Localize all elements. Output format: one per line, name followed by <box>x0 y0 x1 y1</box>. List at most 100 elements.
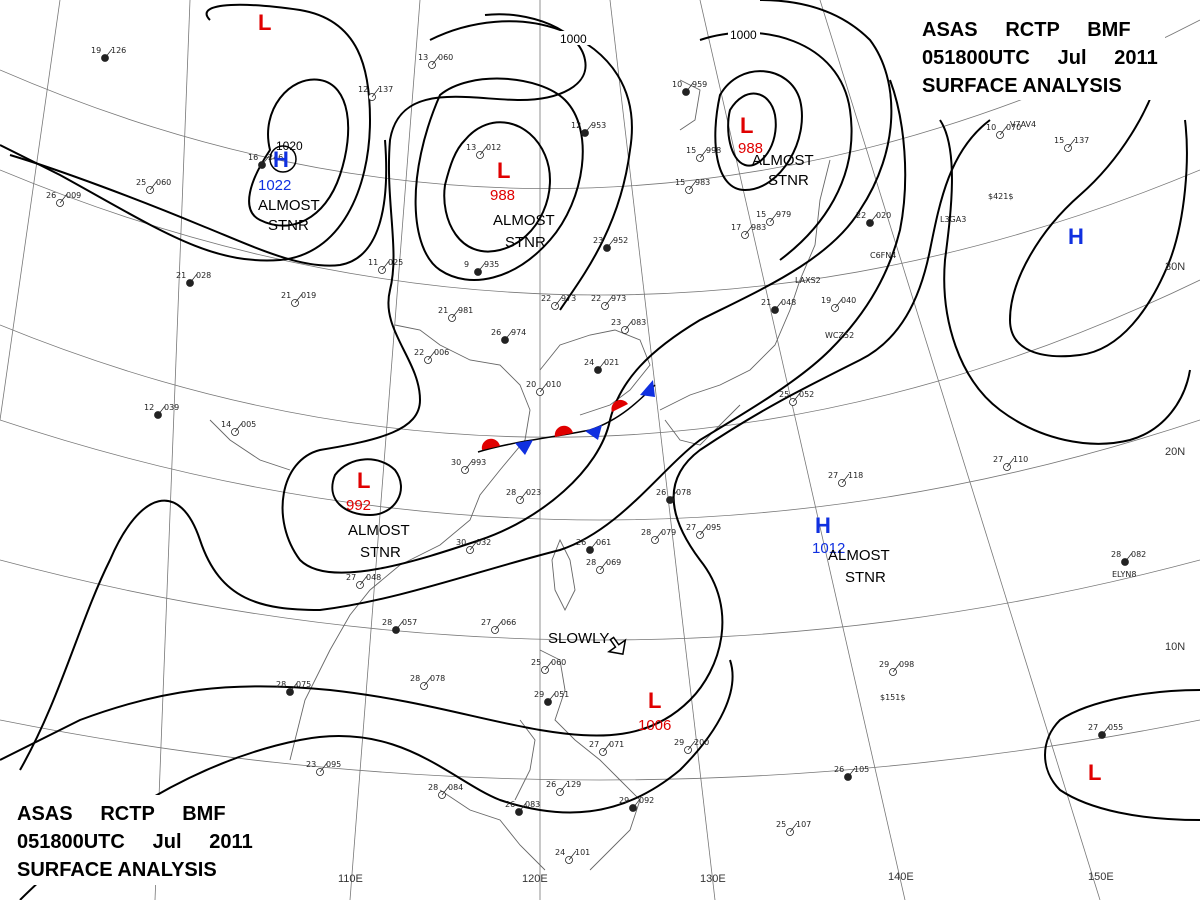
station-temperature: 28 <box>506 488 516 497</box>
station-pressure: 973 <box>561 294 576 303</box>
station-pressure: 048 <box>781 298 796 307</box>
isobar-label: 1000 <box>730 28 757 42</box>
cold-front-barb <box>515 440 533 455</box>
wind-barb-icon <box>688 180 697 191</box>
station-plot: 28 023 <box>506 488 541 504</box>
station-temperature: 15 <box>1054 136 1064 145</box>
station-pressure: 083 <box>525 800 540 809</box>
wind-barb-icon <box>544 660 553 671</box>
station-plot: 24 101 <box>555 848 590 864</box>
system-pressure: 1012 <box>812 540 845 557</box>
wind-barb-icon <box>559 782 568 793</box>
cold-front-barb <box>585 425 602 440</box>
station-temperature: 28 <box>641 528 651 537</box>
wind-barb-icon <box>1101 725 1110 736</box>
station-plot: 11 025 <box>368 258 403 274</box>
isobar-label-bg <box>728 27 760 41</box>
station-plot: 10 070 <box>986 123 1021 139</box>
station-temperature: 17 <box>731 223 741 232</box>
station-pressure: 118 <box>848 471 863 480</box>
station-plot: 29 051 <box>534 690 569 706</box>
station-plot: 29 092 <box>619 796 654 812</box>
station-plot: 25 060 <box>136 178 171 194</box>
isobar <box>699 31 853 261</box>
station-temperature: 23 <box>611 318 621 327</box>
station-temperature: 12 <box>571 121 581 130</box>
station-temperature: 28 <box>1111 550 1121 559</box>
station-temperature: 19 <box>91 46 101 55</box>
system-note: ALMOST <box>752 152 814 169</box>
system-pressure: 988 <box>738 140 763 157</box>
front-line <box>477 384 656 453</box>
station-pressure: 025 <box>388 258 403 267</box>
station-pressure: 105 <box>854 765 869 774</box>
station-plot: 17 983 <box>731 223 766 239</box>
low-marker: L <box>648 688 661 713</box>
isobar <box>0 119 991 761</box>
station-plot: 21 048 <box>761 298 796 314</box>
isobar <box>0 3 372 262</box>
wind-barb-icon <box>504 330 513 341</box>
lon-label: 110E <box>338 873 363 885</box>
latitude-grid <box>0 19 1200 781</box>
station-pressure: 019 <box>301 291 316 300</box>
station-pressure: 952 <box>613 236 628 245</box>
wind-barb-icon <box>1006 457 1015 468</box>
station-plot: 14 005 <box>221 420 256 436</box>
isobar <box>1044 689 1200 821</box>
station-plot: 21 028 <box>176 271 211 287</box>
station-pressure: 061 <box>596 538 611 547</box>
station-pressure: 126 <box>111 46 126 55</box>
wind-barb-icon <box>699 525 708 536</box>
isobar <box>443 121 551 253</box>
station-pressure: 983 <box>695 178 710 187</box>
station-temperature: 13 <box>418 53 428 62</box>
wind-barb-icon <box>1124 552 1133 563</box>
station-plot: 28 078 <box>410 674 445 690</box>
wind-barb-icon <box>604 296 613 307</box>
header-line2: 051800UTC Jul 2011 <box>922 47 1158 69</box>
station-temperature: 23 <box>593 236 603 245</box>
station-plot: 12 137 <box>358 85 393 101</box>
ship-callsign: WCZ52 <box>825 331 854 340</box>
station-plot: 15 979 <box>756 210 791 226</box>
station-temperature: 12 <box>144 403 154 412</box>
wind-barb-icon <box>892 662 901 673</box>
station-plot: 27 071 <box>589 740 624 756</box>
parallel-line <box>0 719 1200 781</box>
station-temperature: 16 <box>248 153 258 162</box>
wind-barb-icon <box>464 460 473 471</box>
isobar <box>939 119 1191 445</box>
wind-barb-icon <box>847 767 856 778</box>
isobar <box>727 92 777 167</box>
station-plot: 15 983 <box>675 178 710 194</box>
station-pressure: 021 <box>604 358 619 367</box>
ship-callsign: $421$ <box>988 192 1013 201</box>
station-plot: 27 066 <box>481 618 516 634</box>
japan-south-coast <box>664 404 741 446</box>
station-plot: 12 039 <box>144 403 179 419</box>
wind-barb-icon <box>554 296 563 307</box>
wind-barb-icon <box>699 148 708 159</box>
system-note: STNR <box>505 234 546 251</box>
station-pressure: 098 <box>899 660 914 669</box>
parallel-line <box>0 559 1200 641</box>
station-temperature: 24 <box>555 848 565 857</box>
wind-barb-icon <box>769 212 778 223</box>
station-plot: 25 107 <box>776 820 811 836</box>
isobar-labels: 1000 1000 1020 <box>276 27 760 153</box>
station-temperature: 25 <box>136 178 146 187</box>
station-plot: 27 110 <box>993 455 1028 471</box>
header-bg <box>10 795 280 885</box>
lon-label: 130E <box>700 873 726 885</box>
station-plot: 27 095 <box>686 523 721 539</box>
meridian-line <box>699 0 906 900</box>
lat-label: 30N <box>1165 261 1185 273</box>
high-center-ring <box>269 145 297 173</box>
station-temperature: 29 <box>879 660 889 669</box>
station-pressure: 095 <box>706 523 721 532</box>
wind-barb-icon <box>584 123 593 134</box>
station-pressure: 006 <box>434 348 449 357</box>
station-plot: 23 095 <box>306 760 341 776</box>
isobar <box>9 139 388 267</box>
